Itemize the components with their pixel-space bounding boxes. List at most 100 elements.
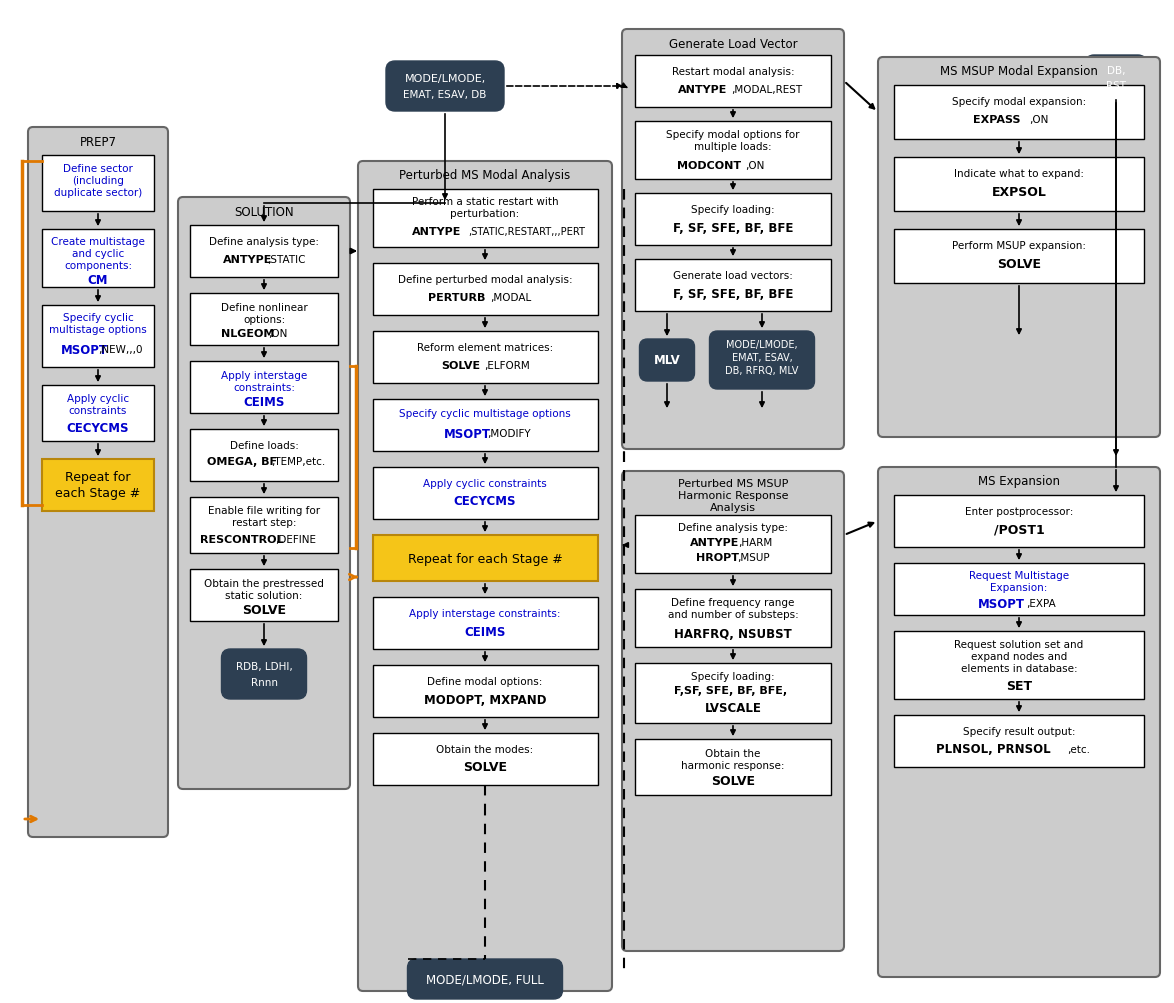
Bar	[190, 226, 338, 278]
Text: Specify result output:: Specify result output:	[963, 726, 1075, 736]
FancyBboxPatch shape	[358, 161, 612, 991]
FancyBboxPatch shape	[222, 649, 306, 699]
Text: NLGEOM: NLGEOM	[222, 329, 275, 339]
Text: DB, RFRQ, MLV: DB, RFRQ, MLV	[726, 366, 798, 376]
Text: elements in database:: elements in database:	[960, 663, 1078, 673]
Text: CEIMS: CEIMS	[464, 625, 506, 638]
Text: Specify loading:: Specify loading:	[691, 205, 775, 215]
Text: HROPT: HROPT	[695, 553, 738, 563]
Bar	[42, 230, 154, 288]
Text: Create multistage: Create multistage	[50, 237, 144, 247]
Bar	[893, 715, 1143, 767]
Text: HARFRQ, NSUBST: HARFRQ, NSUBST	[674, 627, 792, 640]
Text: Apply cyclic: Apply cyclic	[67, 393, 129, 403]
Text: constraints: constraints	[69, 405, 127, 415]
Text: expand nodes and: expand nodes and	[971, 651, 1067, 661]
Text: Rnnn: Rnnn	[250, 677, 277, 687]
Text: MS Expansion: MS Expansion	[978, 475, 1060, 488]
Text: PREP7: PREP7	[80, 135, 116, 148]
Text: Specify modal expansion:: Specify modal expansion:	[952, 97, 1086, 107]
Text: SOLVE: SOLVE	[997, 257, 1041, 270]
Text: ,HARM: ,HARM	[738, 538, 772, 548]
Text: PLNSOL, PRNSOL: PLNSOL, PRNSOL	[936, 743, 1051, 755]
Text: EMAT, ESAV, DB: EMAT, ESAV, DB	[404, 90, 487, 100]
Text: ,MODAL: ,MODAL	[491, 293, 532, 303]
Text: ,EXPA: ,EXPA	[1026, 599, 1055, 609]
Text: ,STATIC: ,STATIC	[266, 255, 305, 265]
Text: Repeat for each Stage #: Repeat for each Stage #	[407, 552, 562, 565]
Text: Obtain the prestressed: Obtain the prestressed	[204, 579, 324, 589]
Text: ANTYPE: ANTYPE	[412, 227, 461, 237]
Bar	[42, 385, 154, 441]
Bar	[190, 570, 338, 622]
Text: Analysis: Analysis	[710, 503, 756, 513]
Text: Specify modal options for: Specify modal options for	[667, 129, 799, 139]
Text: Define analysis type:: Define analysis type:	[209, 237, 319, 247]
FancyBboxPatch shape	[878, 467, 1160, 977]
Text: Obtain the: Obtain the	[706, 748, 761, 758]
Bar	[893, 157, 1143, 212]
Text: CM: CM	[88, 273, 108, 286]
FancyBboxPatch shape	[178, 198, 350, 789]
Bar	[42, 155, 154, 212]
FancyBboxPatch shape	[878, 58, 1160, 437]
Text: SOLVE: SOLVE	[711, 774, 755, 787]
Text: Obtain the modes:: Obtain the modes:	[437, 744, 534, 754]
Bar	[190, 497, 338, 554]
Text: F, SF, SFE, BF, BFE: F, SF, SFE, BF, BFE	[673, 287, 794, 300]
Text: and number of substeps:: and number of substeps:	[668, 610, 798, 620]
Text: Define perturbed modal analysis:: Define perturbed modal analysis:	[398, 275, 572, 285]
Text: static solution:: static solution:	[225, 591, 303, 601]
Text: MODE/LMODE,: MODE/LMODE,	[727, 340, 798, 350]
Text: EMAT, ESAV,: EMAT, ESAV,	[731, 353, 792, 363]
Text: ,MODIFY: ,MODIFY	[487, 428, 531, 438]
Text: CECYCMS: CECYCMS	[67, 421, 129, 434]
Text: each Stage #: each Stage #	[55, 487, 141, 500]
Bar	[635, 56, 831, 108]
Bar	[635, 590, 831, 647]
Bar	[372, 598, 598, 649]
Text: Define frequency range: Define frequency range	[672, 598, 795, 608]
Text: ,DEFINE: ,DEFINE	[276, 535, 317, 545]
Text: EXPASS: EXPASS	[973, 115, 1020, 125]
Text: options:: options:	[243, 315, 285, 325]
Bar	[372, 190, 598, 248]
FancyBboxPatch shape	[1086, 56, 1146, 101]
Text: RESCONTROL: RESCONTROL	[201, 535, 284, 545]
Text: MS MSUP Modal Expansion: MS MSUP Modal Expansion	[940, 65, 1098, 78]
Text: CEIMS: CEIMS	[243, 395, 284, 408]
Text: F,SF, SFE, BF, BFE,: F,SF, SFE, BF, BFE,	[674, 685, 788, 695]
Text: perturbation:: perturbation:	[451, 209, 520, 219]
Text: ,MODAL,REST: ,MODAL,REST	[731, 85, 803, 95]
Text: MLV: MLV	[654, 354, 681, 367]
Text: components:: components:	[63, 261, 131, 271]
Bar	[372, 665, 598, 717]
Bar	[893, 86, 1143, 139]
Text: DB,: DB,	[1107, 66, 1125, 76]
Bar	[190, 294, 338, 346]
Bar	[372, 733, 598, 785]
Text: Expansion:: Expansion:	[991, 583, 1047, 593]
Text: Define modal options:: Define modal options:	[427, 676, 542, 686]
Text: Request Multistage: Request Multistage	[969, 571, 1070, 581]
Text: harmonic response:: harmonic response:	[681, 760, 784, 770]
Bar	[635, 260, 831, 312]
Text: MODOPT, MXPAND: MODOPT, MXPAND	[424, 693, 546, 706]
Text: ,ELFORM: ,ELFORM	[484, 361, 529, 371]
FancyBboxPatch shape	[622, 471, 844, 951]
Bar	[635, 516, 831, 574]
Text: Perform MSUP expansion:: Perform MSUP expansion:	[952, 241, 1086, 251]
Text: Define analysis type:: Define analysis type:	[679, 523, 788, 533]
Bar	[372, 399, 598, 451]
FancyBboxPatch shape	[640, 340, 695, 381]
FancyBboxPatch shape	[709, 332, 815, 389]
Text: Generate load vectors:: Generate load vectors:	[673, 271, 792, 281]
Text: ANTYPE: ANTYPE	[690, 538, 740, 548]
Text: ,TEMP,etc.: ,TEMP,etc.	[271, 456, 325, 466]
Text: MSOPT: MSOPT	[61, 343, 108, 356]
Text: Define loads:: Define loads:	[230, 440, 298, 450]
Text: SET: SET	[1006, 679, 1032, 692]
Text: MSOPT: MSOPT	[978, 597, 1025, 610]
Text: SOLVE: SOLVE	[242, 603, 286, 616]
Text: Enter postprocessor:: Enter postprocessor:	[965, 507, 1073, 517]
